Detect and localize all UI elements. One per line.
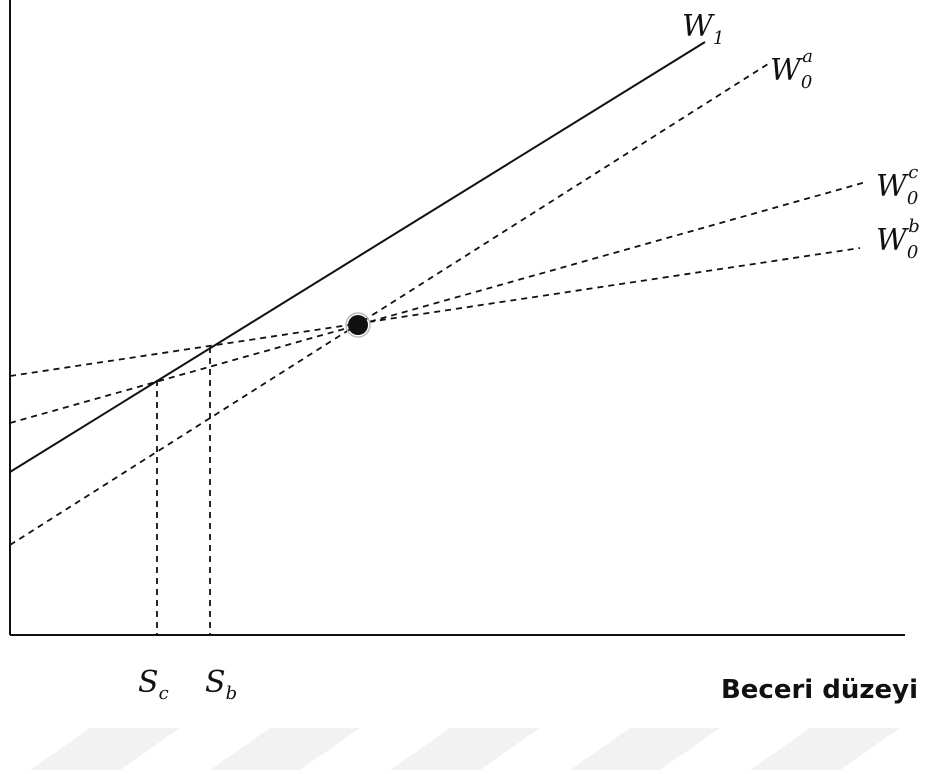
tick-label-sb: Sb: [205, 665, 237, 704]
tick-sc-sub: c: [159, 683, 169, 704]
label-w0a-sup: a: [802, 46, 813, 67]
label-w0b-base: W: [876, 223, 909, 258]
label-w0c-sub: 0: [907, 188, 918, 209]
curve-w1: [9, 41, 706, 473]
label-w1-sub: 1: [713, 28, 724, 49]
tick-sb-sub: b: [226, 683, 238, 704]
label-w0a-sub: 0: [801, 72, 812, 93]
label-w0c-sup: c: [908, 162, 918, 183]
label-w0b-sup: b: [908, 216, 920, 237]
label-w0c: W0 c: [876, 162, 918, 209]
watermark-stripes: [30, 728, 900, 770]
x-axis-title: Beceri düzeyi: [721, 675, 918, 705]
curve-w0c: [9, 181, 867, 424]
intersection-point-halo: [345, 312, 371, 338]
intersection-point: [348, 315, 368, 335]
curve-w0a: [9, 63, 769, 546]
label-w0b: W0 b: [876, 216, 920, 263]
curve-w0b: [9, 247, 861, 377]
label-w0a-base: W: [770, 53, 803, 88]
tick-sb-base: S: [205, 665, 226, 700]
tick-sc-base: S: [138, 665, 159, 700]
label-w1: W1: [682, 9, 724, 49]
label-w0a: W0 a: [770, 46, 813, 93]
tick-label-sc: Sc: [138, 665, 169, 704]
label-w0c-base: W: [876, 169, 909, 204]
label-w1-base: W: [682, 9, 715, 44]
label-w0b-sub: 0: [907, 242, 918, 263]
